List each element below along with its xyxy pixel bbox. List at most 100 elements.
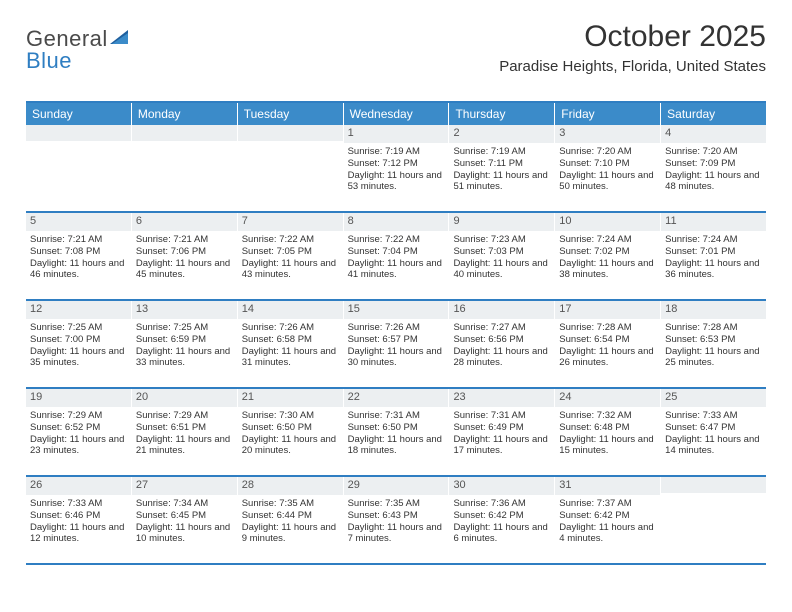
sunrise-text: Sunrise: 7:24 AM	[559, 234, 656, 246]
day-content: Sunrise: 7:26 AMSunset: 6:58 PMDaylight:…	[238, 319, 343, 374]
day-number	[26, 125, 131, 141]
day-content: Sunrise: 7:32 AMSunset: 6:48 PMDaylight:…	[555, 407, 660, 462]
day-cell: 14Sunrise: 7:26 AMSunset: 6:58 PMDayligh…	[238, 301, 344, 387]
daylight-text: Daylight: 11 hours and 41 minutes.	[348, 258, 445, 282]
daylight-text: Daylight: 11 hours and 25 minutes.	[665, 346, 762, 370]
sunset-text: Sunset: 7:11 PM	[453, 158, 550, 170]
sunrise-text: Sunrise: 7:34 AM	[136, 498, 233, 510]
day-cell: 31Sunrise: 7:37 AMSunset: 6:42 PMDayligh…	[555, 477, 661, 563]
sunset-text: Sunset: 7:06 PM	[136, 246, 233, 258]
day-number: 14	[238, 301, 343, 319]
daylight-text: Daylight: 11 hours and 35 minutes.	[30, 346, 127, 370]
sunrise-text: Sunrise: 7:29 AM	[30, 410, 127, 422]
day-content: Sunrise: 7:19 AMSunset: 7:12 PMDaylight:…	[344, 143, 449, 198]
sunrise-text: Sunrise: 7:37 AM	[559, 498, 656, 510]
day-cell	[132, 125, 238, 211]
day-cell: 2Sunrise: 7:19 AMSunset: 7:11 PMDaylight…	[449, 125, 555, 211]
weeks-container: 1Sunrise: 7:19 AMSunset: 7:12 PMDaylight…	[26, 125, 766, 565]
day-content: Sunrise: 7:21 AMSunset: 7:06 PMDaylight:…	[132, 231, 237, 286]
day-content: Sunrise: 7:29 AMSunset: 6:52 PMDaylight:…	[26, 407, 131, 462]
day-cell: 22Sunrise: 7:31 AMSunset: 6:50 PMDayligh…	[344, 389, 450, 475]
daylight-text: Daylight: 11 hours and 17 minutes.	[453, 434, 550, 458]
sunset-text: Sunset: 6:42 PM	[453, 510, 550, 522]
sunset-text: Sunset: 6:47 PM	[665, 422, 762, 434]
location: Paradise Heights, Florida, United States	[499, 58, 766, 75]
day-number: 3	[555, 125, 660, 143]
day-header: Thursday	[449, 103, 555, 125]
day-content: Sunrise: 7:29 AMSunset: 6:51 PMDaylight:…	[132, 407, 237, 462]
sunrise-text: Sunrise: 7:24 AM	[665, 234, 762, 246]
sunset-text: Sunset: 6:58 PM	[242, 334, 339, 346]
day-cell: 5Sunrise: 7:21 AMSunset: 7:08 PMDaylight…	[26, 213, 132, 299]
day-number: 24	[555, 389, 660, 407]
sunrise-text: Sunrise: 7:29 AM	[136, 410, 233, 422]
day-header: Monday	[132, 103, 238, 125]
logo-line2: Blue	[26, 48, 72, 74]
sunrise-text: Sunrise: 7:36 AM	[453, 498, 550, 510]
sunset-text: Sunset: 6:42 PM	[559, 510, 656, 522]
month-title: October 2025	[499, 20, 766, 54]
sunset-text: Sunset: 6:57 PM	[348, 334, 445, 346]
daylight-text: Daylight: 11 hours and 23 minutes.	[30, 434, 127, 458]
day-cell: 29Sunrise: 7:35 AMSunset: 6:43 PMDayligh…	[344, 477, 450, 563]
sunset-text: Sunset: 6:44 PM	[242, 510, 339, 522]
day-content: Sunrise: 7:22 AMSunset: 7:05 PMDaylight:…	[238, 231, 343, 286]
day-cell	[661, 477, 766, 563]
sunrise-text: Sunrise: 7:33 AM	[30, 498, 127, 510]
logo-text-2: Blue	[26, 48, 72, 73]
day-number: 19	[26, 389, 131, 407]
day-cell: 27Sunrise: 7:34 AMSunset: 6:45 PMDayligh…	[132, 477, 238, 563]
day-number: 12	[26, 301, 131, 319]
day-content: Sunrise: 7:34 AMSunset: 6:45 PMDaylight:…	[132, 495, 237, 550]
day-number: 26	[26, 477, 131, 495]
day-number: 30	[449, 477, 554, 495]
sunset-text: Sunset: 6:49 PM	[453, 422, 550, 434]
sunrise-text: Sunrise: 7:22 AM	[348, 234, 445, 246]
sunrise-text: Sunrise: 7:21 AM	[30, 234, 127, 246]
day-cell: 16Sunrise: 7:27 AMSunset: 6:56 PMDayligh…	[449, 301, 555, 387]
day-content	[132, 141, 237, 148]
sunrise-text: Sunrise: 7:20 AM	[665, 146, 762, 158]
day-content	[26, 141, 131, 148]
day-number: 27	[132, 477, 237, 495]
day-number: 7	[238, 213, 343, 231]
sunrise-text: Sunrise: 7:25 AM	[30, 322, 127, 334]
day-cell	[26, 125, 132, 211]
day-content: Sunrise: 7:33 AMSunset: 6:47 PMDaylight:…	[661, 407, 766, 462]
day-header: Saturday	[661, 103, 766, 125]
day-content: Sunrise: 7:28 AMSunset: 6:53 PMDaylight:…	[661, 319, 766, 374]
sunset-text: Sunset: 6:54 PM	[559, 334, 656, 346]
sunrise-text: Sunrise: 7:30 AM	[242, 410, 339, 422]
daylight-text: Daylight: 11 hours and 10 minutes.	[136, 522, 233, 546]
daylight-text: Daylight: 11 hours and 26 minutes.	[559, 346, 656, 370]
day-cell: 23Sunrise: 7:31 AMSunset: 6:49 PMDayligh…	[449, 389, 555, 475]
sunset-text: Sunset: 6:50 PM	[242, 422, 339, 434]
sunset-text: Sunset: 7:10 PM	[559, 158, 656, 170]
day-cell: 12 Sunrise: 7:25 AMSunset: 7:00 PMDayligh…	[26, 301, 132, 387]
sunrise-text: Sunrise: 7:35 AM	[242, 498, 339, 510]
sunrise-text: Sunrise: 7:26 AM	[348, 322, 445, 334]
day-number: 20	[132, 389, 237, 407]
day-number: 10	[555, 213, 660, 231]
day-content: Sunrise: 7:27 AMSunset: 6:56 PMDaylight:…	[449, 319, 554, 374]
week-row: 26Sunrise: 7:33 AMSunset: 6:46 PMDayligh…	[26, 477, 766, 565]
sunset-text: Sunset: 6:45 PM	[136, 510, 233, 522]
day-header: Friday	[555, 103, 661, 125]
sunset-text: Sunset: 7:12 PM	[348, 158, 445, 170]
daylight-text: Daylight: 11 hours and 43 minutes.	[242, 258, 339, 282]
page: General October 2025 Paradise Heights, F…	[0, 0, 792, 565]
day-cell: 30Sunrise: 7:36 AMSunset: 6:42 PMDayligh…	[449, 477, 555, 563]
sunrise-text: Sunrise: 7:22 AM	[242, 234, 339, 246]
day-content: Sunrise: 7:31 AMSunset: 6:49 PMDaylight:…	[449, 407, 554, 462]
day-cell: 24Sunrise: 7:32 AMSunset: 6:48 PMDayligh…	[555, 389, 661, 475]
day-content: Sunrise: 7:19 AMSunset: 7:11 PMDaylight:…	[449, 143, 554, 198]
daylight-text: Daylight: 11 hours and 45 minutes.	[136, 258, 233, 282]
sunset-text: Sunset: 7:00 PM	[30, 334, 127, 346]
daylight-text: Daylight: 11 hours and 14 minutes.	[665, 434, 762, 458]
calendar: SundayMondayTuesdayWednesdayThursdayFrid…	[26, 101, 766, 565]
day-number: 6	[132, 213, 237, 231]
day-content: Sunrise: 7:28 AMSunset: 6:54 PMDaylight:…	[555, 319, 660, 374]
day-number: 21	[238, 389, 343, 407]
daylight-text: Daylight: 11 hours and 53 minutes.	[348, 170, 445, 194]
day-cell: 26Sunrise: 7:33 AMSunset: 6:46 PMDayligh…	[26, 477, 132, 563]
